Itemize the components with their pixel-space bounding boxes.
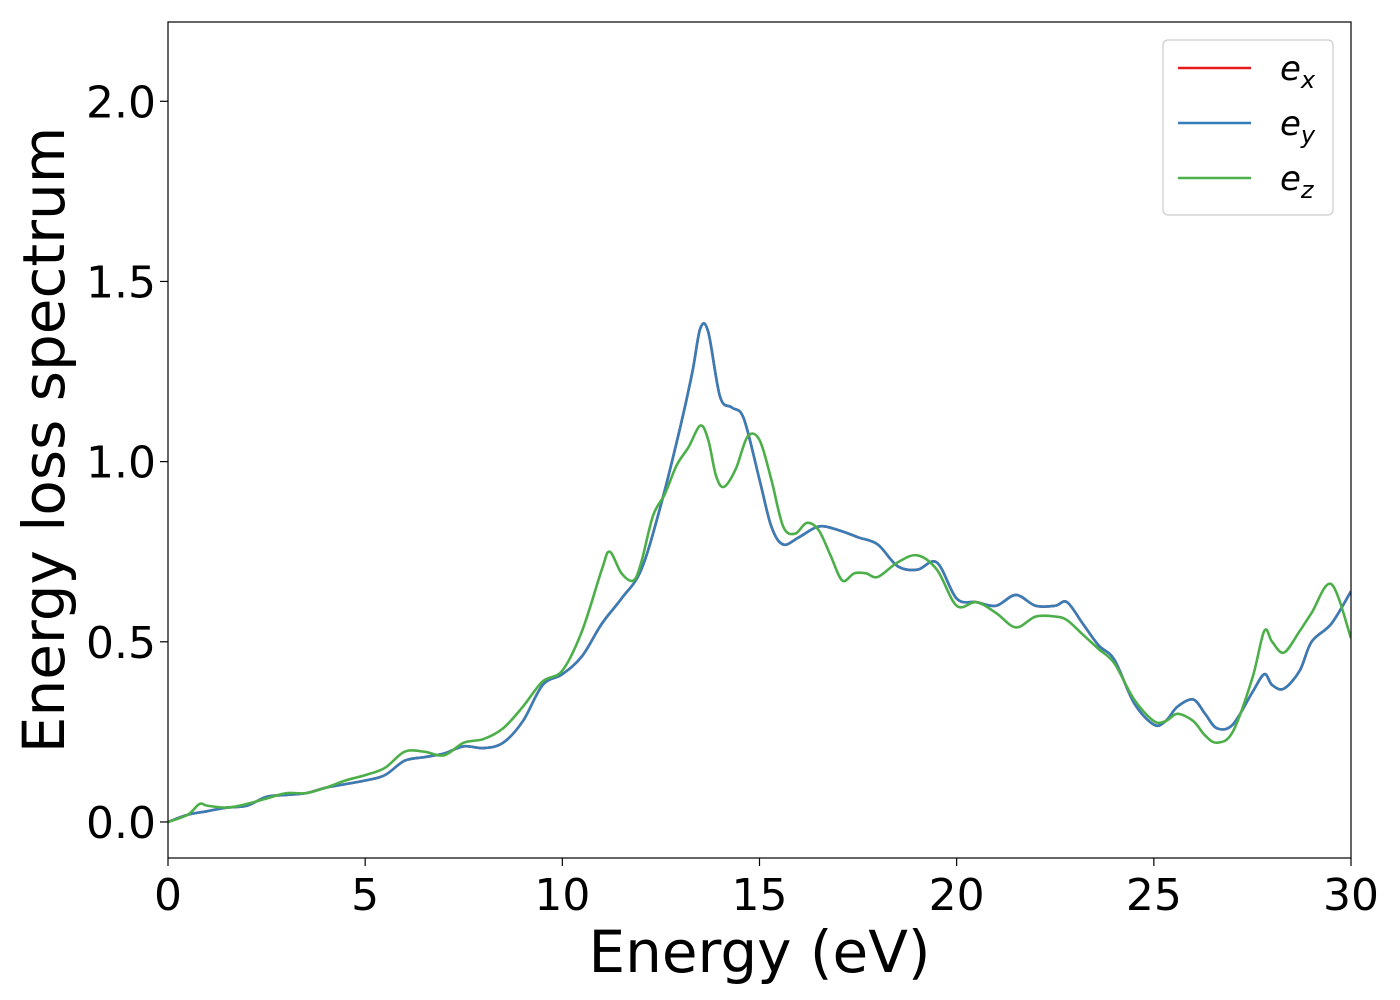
y-tick-label: 2.0 [86,77,156,128]
x-tick-label: 10 [534,870,590,921]
y-axis-label: Energy loss spectrum [10,127,78,753]
y-tick-label: 1.0 [86,438,156,489]
legend-label: ey [1280,104,1316,149]
legend-label: ex [1280,49,1316,94]
y-tick-label: 0.0 [86,798,156,849]
series-layer [168,322,1351,824]
x-axis-label: Energy (eV) [588,918,930,986]
y-tick-label: 0.5 [86,618,156,669]
x-tick-label: 0 [154,870,182,921]
x-tick-label: 30 [1323,870,1379,921]
series-line-e-z [168,424,1351,824]
x-tick-label: 20 [929,870,985,921]
legend-label: ez [1280,159,1315,204]
legend: ex ey ez [1162,39,1334,216]
x-tick-label: 5 [351,870,379,921]
series-line-e-y [168,322,1351,824]
x-tick-label: 25 [1126,870,1182,921]
y-tick-label: 1.5 [86,257,156,308]
x-tick-label: 15 [732,870,788,921]
legend-box [1162,39,1334,216]
ticks-layer: 0 5 10 15 20 25 30 0.0 0.5 1.0 1.5 2.0 [86,77,1379,921]
